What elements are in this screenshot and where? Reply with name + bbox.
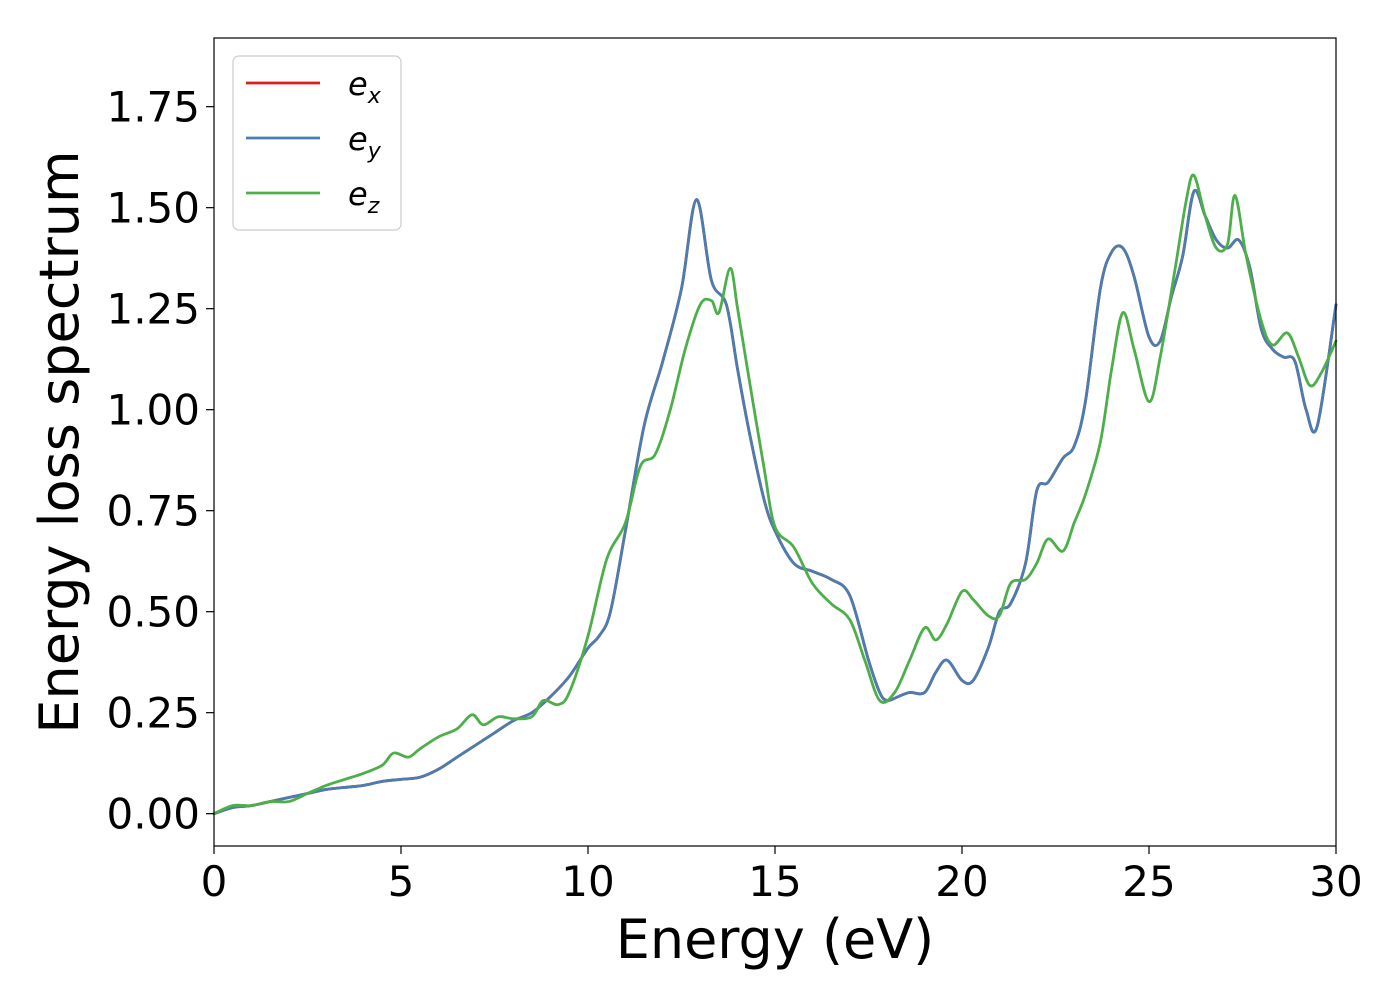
x-tick-label: 30 <box>1309 857 1362 906</box>
legend-label-ez: ez <box>348 175 380 219</box>
y-tick-label: 1.75 <box>106 83 200 132</box>
series-line-ez <box>212 173 1338 816</box>
x-axis-title: Energy (eV) <box>616 908 935 971</box>
x-tick-label: 15 <box>748 857 801 906</box>
y-tick-label: 0.25 <box>106 689 200 738</box>
x-axis: 0 5 10 15 20 25 30 <box>201 846 1363 906</box>
legend-label-subscript: y <box>367 139 382 164</box>
y-axis: 0.00 0.25 0.50 0.75 1.00 1.25 1.50 1.75 <box>106 83 214 839</box>
x-tick-label: 20 <box>935 857 988 906</box>
legend-label-base: e <box>348 65 368 103</box>
y-tick-label: 0.75 <box>106 487 200 536</box>
x-tick-label: 0 <box>201 857 228 906</box>
y-tick-label: 0.00 <box>106 790 200 839</box>
legend-label-base: e <box>348 120 368 158</box>
y-tick-label: 1.25 <box>106 285 200 334</box>
legend-label-ey: ey <box>348 120 382 164</box>
x-tick-label: 10 <box>561 857 614 906</box>
y-tick-label: 1.00 <box>106 386 200 435</box>
x-tick-label: 25 <box>1122 857 1175 906</box>
y-tick-label: 0.50 <box>106 588 200 637</box>
legend-box <box>232 55 402 231</box>
y-tick-label: 1.50 <box>106 184 200 233</box>
series-line-ey <box>212 188 1338 816</box>
y-axis-title: Energy loss spectrum <box>28 150 91 733</box>
legend-label-base: e <box>348 175 368 213</box>
legend-label-subscript: z <box>367 194 380 219</box>
legend-label-ex: ex <box>348 65 382 109</box>
legend-label-subscript: x <box>367 84 382 109</box>
x-tick-label: 5 <box>388 857 415 906</box>
series-layer <box>212 173 1338 816</box>
